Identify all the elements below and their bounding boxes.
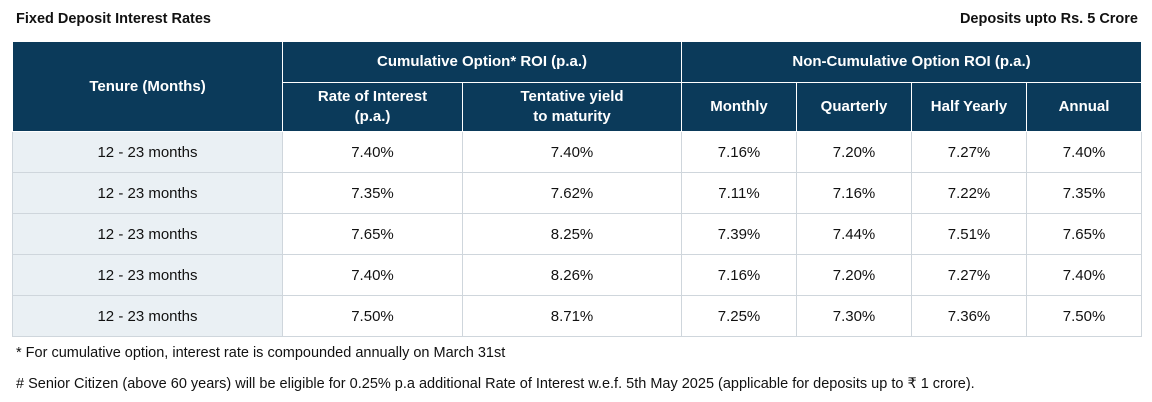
half-yearly-cell: 7.36%	[911, 295, 1028, 337]
table-row: 12 - 23 months 7.35% 7.62% 7.11% 7.16% 7…	[12, 172, 1143, 214]
half-yearly-cell: 7.22%	[911, 172, 1028, 214]
quarterly-cell: 7.16%	[796, 172, 913, 214]
quarterly-cell: 7.44%	[796, 213, 913, 255]
rate-cell: 7.40%	[282, 254, 463, 296]
tenure-header: Tenure (Months)	[12, 41, 283, 132]
annual-cell: 7.40%	[1026, 254, 1143, 296]
rate-cell: 7.40%	[282, 131, 463, 173]
table-row: 12 - 23 months 7.65% 8.25% 7.39% 7.44% 7…	[12, 213, 1143, 255]
monthly-cell: 7.16%	[681, 131, 798, 173]
interest-rates-table: Tenure (Months) Cumulative Option* ROI (…	[12, 41, 1143, 337]
annual-cell: 7.65%	[1026, 213, 1143, 255]
page-title: Fixed Deposit Interest Rates	[16, 11, 211, 27]
half-yearly-cell: 7.27%	[911, 131, 1028, 173]
cumulative-footnote: * For cumulative option, interest rate i…	[16, 345, 506, 361]
half-yearly-header: Half Yearly	[911, 82, 1028, 132]
noncumulative-group-header: Non-Cumulative Option ROI (p.a.)	[681, 41, 1143, 83]
tentative-yield-header: Tentative yield to maturity	[461, 82, 683, 132]
quarterly-cell: 7.30%	[796, 295, 913, 337]
rate-cell: 7.65%	[282, 213, 463, 255]
tenure-cell: 12 - 23 months	[12, 131, 283, 173]
annual-header: Annual	[1026, 82, 1143, 132]
rate-header-line2: (p.a.)	[354, 108, 391, 125]
deposit-limit-label: Deposits upto Rs. 5 Crore	[959, 11, 1138, 27]
tenure-cell: 12 - 23 months	[12, 213, 283, 255]
monthly-header: Monthly	[681, 82, 798, 132]
yield-cell: 7.62%	[461, 172, 683, 214]
rate-of-interest-header: Rate of Interest (p.a.)	[282, 82, 463, 132]
yield-cell: 8.25%	[461, 213, 683, 255]
annual-cell: 7.40%	[1026, 131, 1143, 173]
table-row: 12 - 23 months 7.50% 8.71% 7.25% 7.30% 7…	[12, 295, 1143, 337]
yield-cell: 7.40%	[461, 131, 683, 173]
rate-cell: 7.50%	[282, 295, 463, 337]
half-yearly-cell: 7.51%	[911, 213, 1028, 255]
monthly-cell: 7.39%	[681, 213, 798, 255]
tenure-cell: 12 - 23 months	[12, 172, 283, 214]
table-row: 12 - 23 months 7.40% 7.40% 7.16% 7.20% 7…	[12, 131, 1143, 173]
quarterly-cell: 7.20%	[796, 131, 913, 173]
cumulative-group-header: Cumulative Option* ROI (p.a.)	[281, 41, 683, 83]
annual-cell: 7.35%	[1026, 172, 1143, 214]
monthly-cell: 7.25%	[681, 295, 798, 337]
half-yearly-cell: 7.27%	[911, 254, 1028, 296]
monthly-cell: 7.16%	[681, 254, 798, 296]
annual-cell: 7.50%	[1026, 295, 1143, 337]
tenure-cell: 12 - 23 months	[12, 254, 283, 296]
rate-cell: 7.35%	[282, 172, 463, 214]
tenure-cell: 12 - 23 months	[12, 295, 283, 337]
table-row: 12 - 23 months 7.40% 8.26% 7.16% 7.20% 7…	[12, 254, 1143, 296]
quarterly-header: Quarterly	[796, 82, 913, 132]
yield-cell: 8.71%	[461, 295, 683, 337]
senior-citizen-footnote: # Senior Citizen (above 60 years) will b…	[16, 376, 975, 392]
monthly-cell: 7.11%	[681, 172, 798, 214]
rate-header-line1: Rate of Interest	[317, 88, 428, 105]
quarterly-cell: 7.20%	[796, 254, 913, 296]
yield-cell: 8.26%	[461, 254, 683, 296]
yield-header-line2: to maturity	[533, 108, 611, 125]
yield-header-line1: Tentative yield	[520, 88, 624, 105]
